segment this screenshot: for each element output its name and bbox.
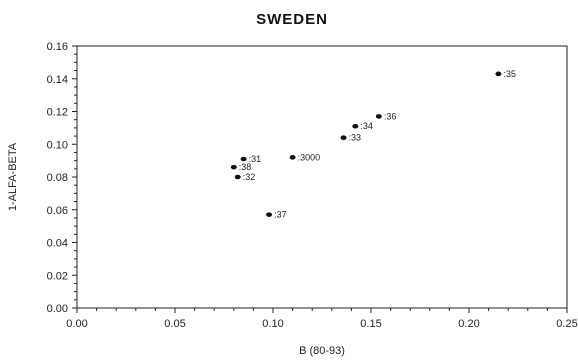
point-label: :36 <box>384 111 397 121</box>
x-tick-label: 0.20 <box>458 318 479 330</box>
data-point <box>289 155 296 160</box>
point-label: :35 <box>503 69 516 79</box>
y-tick-label: 0.00 <box>47 303 68 315</box>
y-tick-label: 0.02 <box>47 270 68 282</box>
x-tick-label: 0.00 <box>66 318 87 330</box>
x-axis-label: B (80-93) <box>299 345 345 357</box>
x-axis: 0.00 0.05 0.10 0.15 0.20 0.25 <box>66 308 578 330</box>
y-tick-label: 0.14 <box>47 74 68 86</box>
plot-frame <box>76 45 568 309</box>
y-tick-label: 0.04 <box>47 238 68 250</box>
data-points: :35 :36 :34 :33 :3000 :31:38:32 :37 <box>230 69 516 220</box>
data-point <box>230 164 237 170</box>
point-label: :38 <box>239 162 252 172</box>
data-point <box>234 174 241 180</box>
data-point <box>266 212 273 217</box>
point-label: :33 <box>349 133 362 143</box>
data-point <box>375 114 382 119</box>
x-tick-label: 0.25 <box>556 318 577 330</box>
chart-title: SWEDEN <box>256 11 328 28</box>
point-label: :37 <box>274 210 287 220</box>
point-label: :34 <box>360 121 373 131</box>
point-label: :32 <box>243 172 256 182</box>
x-tick-label: 0.10 <box>262 318 283 330</box>
point-label: :31 <box>249 154 262 164</box>
x-tick-label: 0.15 <box>360 318 381 330</box>
data-point <box>495 71 502 77</box>
data-point <box>352 123 359 129</box>
y-tick-label: 0.16 <box>47 41 68 53</box>
point-label: :3000 <box>298 152 321 162</box>
y-tick-label: 0.12 <box>47 107 68 119</box>
y-axis: 0.00 0.02 0.04 0.06 0.08 0.10 0.12 0.14 0.16 <box>47 41 77 315</box>
y-tick-label: 0.10 <box>47 139 68 151</box>
x-tick-label: 0.05 <box>164 318 185 330</box>
y-tick-label: 0.08 <box>47 172 68 184</box>
data-point <box>240 156 247 162</box>
y-tick-label: 0.06 <box>47 205 68 217</box>
data-point <box>340 135 347 140</box>
y-axis-label: 1-ALFA-BETA <box>7 142 19 211</box>
